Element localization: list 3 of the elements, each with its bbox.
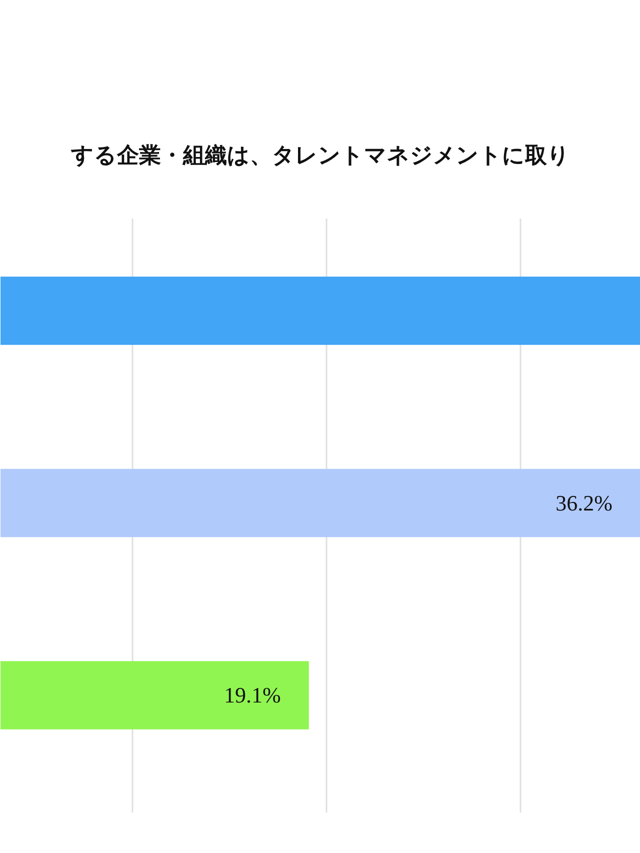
data-label: 36.2% [556, 490, 612, 516]
data-label: 19.1% [224, 682, 281, 708]
chart-title: する企業・組織は、タレントマネジメントに取り [70, 144, 570, 168]
